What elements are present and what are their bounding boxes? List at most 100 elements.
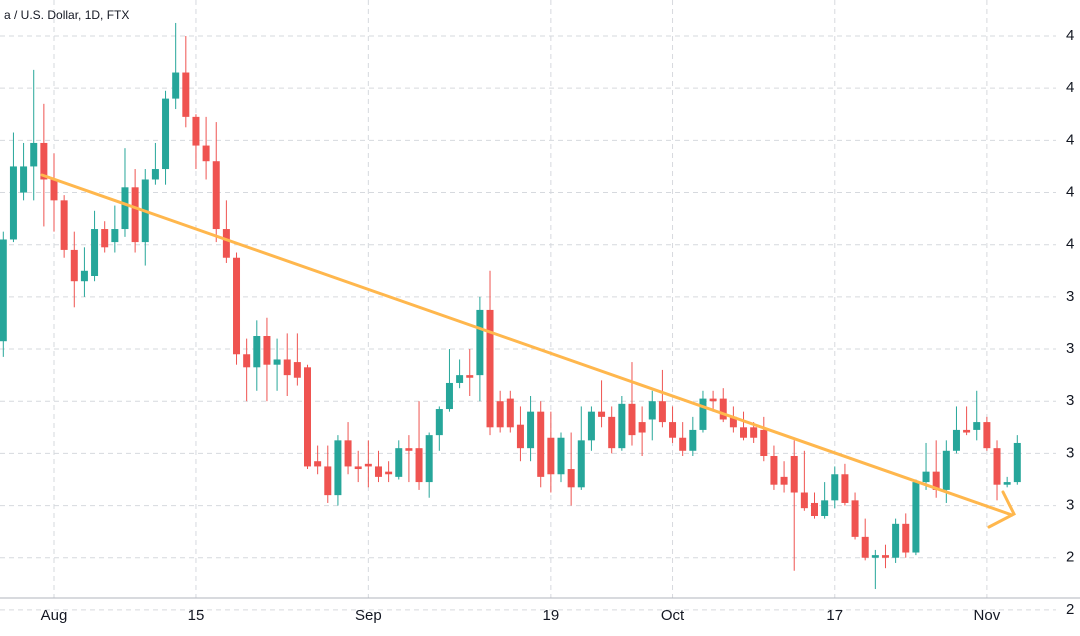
candle-body [902, 523, 910, 553]
candle-body [516, 424, 524, 449]
candle-body [1013, 442, 1021, 483]
candle-body [760, 429, 768, 456]
candle-body [374, 466, 382, 477]
candle-body [811, 502, 818, 516]
y-tick-label: 4 [1066, 27, 1074, 44]
candle-body [243, 354, 251, 368]
candle-body [831, 474, 839, 501]
chart-title: a / U.S. Dollar, 1D, FTX [4, 8, 129, 22]
y-tick-label: 2 [1066, 549, 1074, 566]
candle-body [385, 471, 393, 475]
candle-body [993, 448, 1001, 485]
y-tick-label: 3 [1066, 392, 1074, 409]
candle-body [638, 422, 646, 433]
candle-body [689, 429, 697, 451]
candle-body [628, 403, 636, 436]
trend-line-segment [40, 173, 1014, 517]
grid [0, 0, 1056, 611]
candle-body [851, 500, 859, 537]
candle-body [952, 429, 960, 451]
candle-body [496, 401, 504, 428]
candle-body [354, 466, 362, 470]
x-tick-label: 15 [188, 607, 205, 624]
candle-body [871, 555, 879, 558]
candle-body [557, 437, 565, 475]
y-tick-label: 3 [1066, 497, 1074, 514]
candle-body [60, 200, 68, 250]
candle-body [395, 448, 403, 477]
candle-body [506, 398, 514, 428]
candle-body [892, 523, 900, 558]
candle-body [50, 179, 58, 201]
candle-body [415, 448, 423, 483]
x-tick-label: Sep [355, 607, 382, 624]
candle-body [91, 229, 99, 276]
x-tick-label: Oct [661, 607, 685, 624]
candle-body [324, 466, 332, 496]
candle-body [162, 98, 170, 170]
candle-body [182, 72, 190, 117]
candle-body [476, 309, 484, 376]
candle-body [719, 398, 727, 420]
y-tick-label: 4 [1066, 131, 1074, 148]
y-tick-label: 2 [1066, 601, 1074, 618]
candle-body [9, 166, 17, 240]
candle-body [709, 398, 717, 402]
candle-body [486, 309, 494, 428]
candle-body [770, 456, 778, 485]
x-tick-label: Aug [41, 607, 68, 624]
candle-body [40, 142, 48, 180]
candle-body [293, 362, 301, 378]
candle-body [131, 187, 139, 243]
candle-body [577, 440, 585, 488]
candle-body [80, 270, 88, 282]
candle-body [253, 336, 261, 368]
candle-body [435, 409, 443, 436]
candle-body [932, 471, 940, 490]
candle-body [608, 416, 616, 449]
candle-body [598, 411, 606, 417]
candle-body [881, 555, 889, 558]
candle-body [192, 116, 200, 146]
candle-body [537, 411, 545, 477]
y-tick-label: 4 [1066, 79, 1074, 96]
y-tick-label: 3 [1066, 340, 1074, 357]
candle-body [567, 469, 575, 488]
candle-body [618, 403, 626, 449]
candle-body [30, 142, 38, 167]
candle-body [750, 427, 758, 438]
candle-body [729, 416, 737, 428]
y-tick-label: 3 [1066, 444, 1074, 461]
candle-body [861, 536, 869, 558]
x-tick-label: Nov [974, 607, 1001, 624]
candle-body [304, 367, 311, 467]
candle-body [263, 336, 271, 365]
candle-body [0, 239, 7, 342]
x-tick-label: 17 [826, 607, 843, 624]
candle-body [780, 476, 788, 485]
candle-body [456, 375, 464, 383]
candle-body [20, 166, 28, 193]
candle-body [648, 401, 656, 420]
candle-body [405, 448, 413, 451]
y-tick-label: 4 [1066, 236, 1074, 253]
candle-body [283, 359, 291, 376]
candle-body [151, 169, 159, 180]
candles [0, 22, 1021, 590]
candle-body [790, 456, 798, 493]
candle-body [364, 463, 372, 467]
candle-body [1003, 482, 1011, 485]
candle-body [942, 450, 950, 490]
trend-arrow-head [987, 490, 1017, 529]
candle-body [547, 437, 555, 475]
candle-body [111, 229, 119, 243]
x-tick-label: 19 [543, 607, 560, 624]
candle-body [233, 257, 241, 355]
y-tick-label: 4 [1066, 183, 1074, 200]
candle-body [273, 359, 281, 365]
candle-body [669, 422, 677, 438]
candle-body [973, 422, 981, 430]
candle-body [699, 398, 707, 430]
